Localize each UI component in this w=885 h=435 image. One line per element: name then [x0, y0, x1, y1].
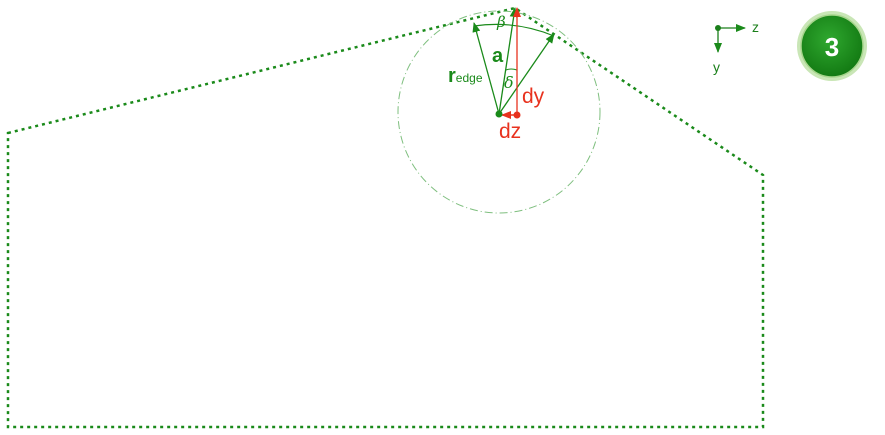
label-dy: dy — [522, 85, 545, 108]
label-r: r — [448, 65, 456, 87]
label-dz: dz — [499, 120, 521, 143]
delta-arc — [505, 68, 518, 71]
label-beta: β — [496, 13, 506, 31]
label-a: a — [492, 45, 504, 67]
label-r-edge: redge — [448, 65, 483, 87]
r-edge-vector — [472, 22, 500, 115]
axis-y-label: y — [713, 59, 720, 75]
edge-circle — [397, 10, 601, 214]
section-outline — [6, 6, 765, 429]
center-point — [495, 110, 503, 118]
step-badge: 3 — [797, 11, 867, 81]
label-r-sub: edge — [456, 71, 483, 85]
axes-indicator: z y — [713, 19, 759, 75]
beta-arc — [473, 23, 555, 37]
offset-point — [513, 111, 521, 119]
label-delta: δ — [504, 73, 514, 92]
right-vector — [498, 33, 555, 115]
axis-z-label: z — [752, 19, 759, 35]
step-number: 3 — [825, 32, 839, 62]
